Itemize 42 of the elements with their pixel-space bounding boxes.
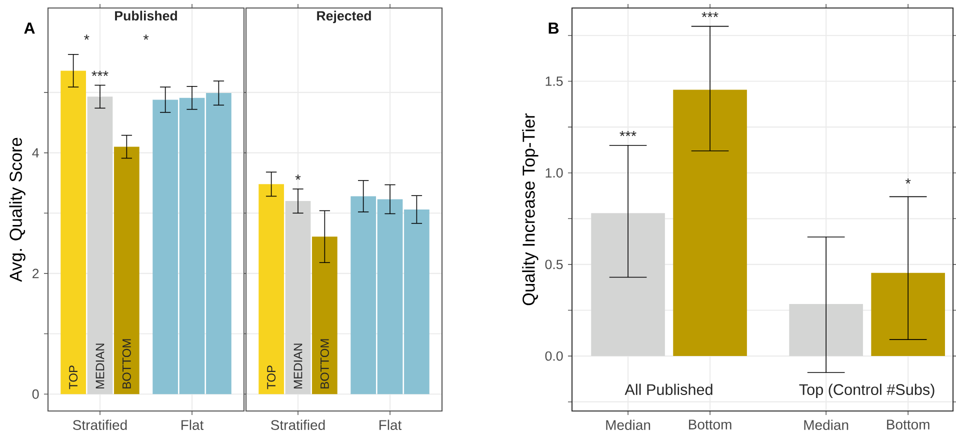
y-tick-label: 0.0 — [545, 351, 563, 361]
x-tick-label: Stratified — [72, 420, 127, 430]
bar — [60, 70, 86, 394]
text: A — [24, 22, 35, 34]
x-tick-label: Flat — [379, 420, 402, 430]
y-tick-label: 1.5 — [546, 76, 563, 86]
series-label: BOTTOM — [122, 339, 131, 388]
annotation: * — [143, 34, 149, 40]
series-label: BOTTOM — [320, 339, 329, 388]
text: B — [548, 22, 559, 34]
x-tick-label: Median — [804, 420, 848, 430]
bar — [285, 201, 311, 394]
annotation: All Published — [624, 384, 712, 396]
series-label: MEDIAN — [96, 344, 104, 388]
x-tick-label: Bottom — [887, 420, 930, 430]
bar — [114, 146, 140, 394]
bar — [258, 184, 284, 394]
x-tick-label: Bottom — [689, 420, 732, 430]
series-label: TOP — [267, 366, 276, 390]
y-tick-label: 1.0 — [546, 168, 563, 178]
y-tick-label: 2 — [32, 268, 39, 278]
x-tick-label: Median — [606, 420, 650, 430]
y-axis-title: Quality Increase Top-Tier — [522, 113, 538, 306]
annotation: *** — [92, 70, 108, 76]
annotation: *** — [620, 131, 636, 136]
chart-title: Rejected — [317, 10, 371, 24]
x-tick-label: Stratified — [271, 420, 325, 430]
annotation: * — [84, 34, 90, 40]
bar — [312, 236, 338, 394]
series-label: TOP — [69, 366, 78, 390]
annotation: * — [905, 178, 911, 184]
annotation: Top (Control #Subs) — [799, 384, 934, 398]
y-tick-label: 0 — [32, 389, 39, 399]
chart-title: Published — [115, 10, 177, 21]
annotation: *** — [702, 12, 718, 18]
bar — [87, 96, 113, 394]
annotation: * — [295, 174, 301, 180]
y-tick-label: 4 — [32, 148, 39, 158]
x-tick-label: Flat — [181, 420, 204, 430]
y-tick-label: 0.5 — [545, 260, 563, 270]
y-axis-title: Avg. Quality Score — [9, 138, 26, 282]
series-label: MEDIAN — [294, 344, 302, 388]
